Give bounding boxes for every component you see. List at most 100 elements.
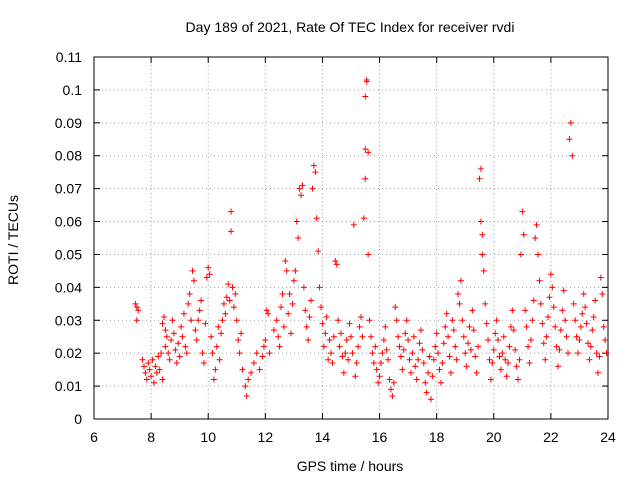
data-point xyxy=(193,337,200,344)
data-point xyxy=(242,383,249,390)
data-point xyxy=(243,392,250,399)
data-point xyxy=(480,267,487,274)
data-point xyxy=(335,317,342,324)
data-point xyxy=(465,340,472,347)
data-point xyxy=(537,300,544,307)
data-point xyxy=(569,152,576,159)
data-point xyxy=(556,346,563,353)
data-point xyxy=(393,317,400,324)
data-point xyxy=(322,330,329,337)
data-point xyxy=(500,333,507,340)
data-point xyxy=(407,369,414,376)
data-point xyxy=(172,346,179,353)
x-tick-label: 8 xyxy=(147,429,155,445)
y-tick-label: 0 xyxy=(74,411,82,427)
data-point xyxy=(457,277,464,284)
y-tick-label: 0.01 xyxy=(55,378,82,394)
data-point xyxy=(450,327,457,334)
data-point xyxy=(382,323,389,330)
data-point xyxy=(459,317,466,324)
data-point xyxy=(223,294,230,301)
data-point xyxy=(543,333,550,340)
data-point xyxy=(446,353,453,360)
x-tick-label: 20 xyxy=(486,429,502,445)
data-point xyxy=(135,307,142,314)
data-point xyxy=(495,337,502,344)
plot-frame xyxy=(93,56,609,420)
data-point xyxy=(203,274,210,281)
data-point xyxy=(522,307,529,314)
data-point xyxy=(186,290,193,297)
data-point xyxy=(210,376,217,383)
data-point xyxy=(215,323,222,330)
data-point xyxy=(290,277,297,284)
x-tick-label: 10 xyxy=(200,429,216,445)
data-point xyxy=(477,218,484,225)
data-point xyxy=(490,346,497,353)
data-point xyxy=(539,320,546,327)
data-point xyxy=(512,346,519,353)
data-point xyxy=(166,356,173,363)
data-point xyxy=(403,317,410,324)
y-axis-label: ROTI / TECUs xyxy=(5,195,21,285)
data-point xyxy=(338,330,345,337)
data-point xyxy=(306,313,313,320)
data-point xyxy=(425,369,432,376)
data-point xyxy=(390,379,397,386)
data-point xyxy=(132,300,139,307)
data-point xyxy=(228,228,235,235)
data-point xyxy=(603,350,610,357)
data-point xyxy=(310,162,317,169)
data-point xyxy=(226,297,233,304)
data-point xyxy=(145,360,152,367)
data-point xyxy=(412,363,419,370)
data-point xyxy=(590,313,597,320)
data-point xyxy=(429,373,436,380)
data-point xyxy=(422,379,429,386)
data-point xyxy=(479,251,486,258)
data-point xyxy=(572,317,579,324)
data-point xyxy=(202,320,209,327)
data-point xyxy=(589,327,596,334)
data-point xyxy=(195,317,202,324)
data-point xyxy=(316,284,323,291)
data-point xyxy=(189,267,196,274)
data-point xyxy=(180,310,187,317)
data-point xyxy=(496,353,503,360)
data-point xyxy=(288,330,295,337)
data-point xyxy=(212,366,219,373)
data-point xyxy=(445,333,452,340)
data-point xyxy=(483,320,490,327)
y-tick-label: 0.06 xyxy=(55,214,82,230)
data-point xyxy=(559,307,566,314)
data-point xyxy=(155,353,162,360)
x-tick-label: 22 xyxy=(543,429,559,445)
data-point xyxy=(163,333,170,340)
data-point xyxy=(366,317,373,324)
data-point xyxy=(350,221,357,228)
data-point xyxy=(497,366,504,373)
data-point xyxy=(336,343,343,350)
data-point xyxy=(273,317,280,324)
data-point xyxy=(239,366,246,373)
data-point xyxy=(547,271,554,278)
data-point xyxy=(192,327,199,334)
data-point xyxy=(487,376,494,383)
data-point xyxy=(150,379,157,386)
data-points xyxy=(132,77,610,403)
data-point xyxy=(472,353,479,360)
y-tick-label: 0.08 xyxy=(55,148,82,164)
y-tick-label: 0.1 xyxy=(63,82,83,98)
y-tick-label: 0.02 xyxy=(55,345,82,361)
x-tick-label: 24 xyxy=(600,429,616,445)
data-point xyxy=(447,369,454,376)
data-point xyxy=(476,175,483,182)
data-point xyxy=(529,317,536,324)
data-point xyxy=(552,323,559,330)
data-point xyxy=(168,337,175,344)
data-point xyxy=(419,346,426,353)
data-point xyxy=(592,297,599,304)
data-point xyxy=(416,340,423,347)
